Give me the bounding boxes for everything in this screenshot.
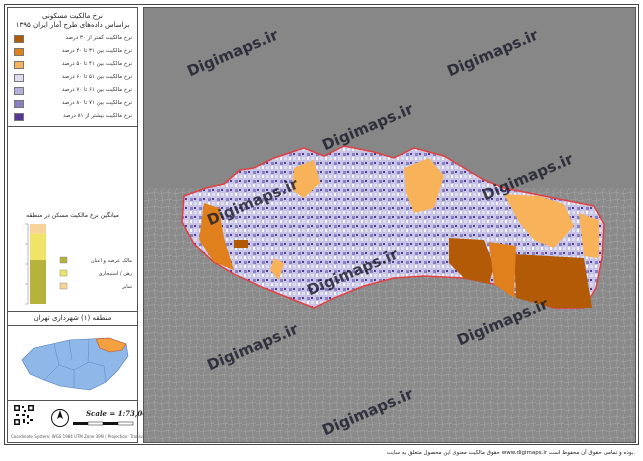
chart-legend-label: سایر xyxy=(121,284,132,290)
rent-zone xyxy=(270,258,284,280)
rent-zone xyxy=(489,242,516,298)
rent-zone xyxy=(234,240,248,248)
legend-label: نرخ مالکیت بین ۵۱ تا ۶۰ درصد xyxy=(61,74,132,80)
legend-label: نرخ مالکیت بین ۴۱ تا ۵۰ درصد xyxy=(61,61,132,67)
rent-zone xyxy=(449,238,494,284)
tehran-districts xyxy=(21,337,129,391)
divider xyxy=(8,126,137,127)
legend-swatch xyxy=(14,35,24,43)
legend-label: نرخ مالکیت بیشتر از ۸۱ درصد xyxy=(63,113,132,119)
map-frame xyxy=(4,4,639,445)
legend-item: نرخ مالکیت بین ۴۱ تا ۵۰ درصد xyxy=(12,60,135,71)
legend-swatch xyxy=(14,113,24,121)
credit-text: Coordinate System: WGS 1984 UTM Zone 39N… xyxy=(11,434,171,439)
legend-swatch xyxy=(14,48,24,56)
legend-title: نرخ مالکیت مسکونی xyxy=(42,12,103,20)
legend-item: نرخ مالکیت کمتر از ۳۰ درصد xyxy=(12,34,135,45)
chart-legend-label: رهن / استیجاری xyxy=(99,271,133,277)
legend-item: نرخ مالکیت بین ۳۱ تا ۴۰ درصد xyxy=(12,47,135,58)
scale-text: Scale = 1:73,000 xyxy=(86,409,152,418)
region-title: منطقه (۱) شهرداری تهران xyxy=(33,314,112,322)
legend-panel: نرخ مالکیت مسکونی براساس داده‌های طرح آم… xyxy=(7,7,171,443)
north-arrow-icon xyxy=(51,409,69,427)
legend-swatch xyxy=(14,74,24,82)
map-area: Digimaps.ir Digimaps.ir Digimaps.ir Digi… xyxy=(143,7,636,443)
legend-item: نرخ مالکیت بین ۶۱ تا ۷۰ درصد xyxy=(12,86,135,97)
legend-item: نرخ مالکیت بین ۷۱ تا ۸۰ درصد xyxy=(12,99,135,110)
divider xyxy=(8,325,137,326)
legend-item: نرخ مالکیت بین ۵۱ تا ۶۰ درصد xyxy=(12,73,135,84)
legend-swatch xyxy=(14,100,24,108)
chart-legend-swatch xyxy=(59,269,68,277)
chart-legend-swatch xyxy=(59,282,68,290)
qr-code xyxy=(13,404,35,426)
divider xyxy=(8,311,137,312)
rent-zone xyxy=(579,213,599,258)
legend-swatch xyxy=(14,61,24,69)
rent-zone xyxy=(292,160,320,198)
region-1-highlight xyxy=(95,337,127,353)
divider xyxy=(8,400,137,401)
map-canvas xyxy=(144,8,635,442)
legend-label: نرخ مالکیت بین ۳۱ تا ۴۰ درصد xyxy=(61,48,132,54)
bar-segment xyxy=(30,224,46,234)
legend-label: نرخ مالکیت بین ۷۱ تا ۸۰ درصد xyxy=(61,100,132,106)
tehran-inset-map xyxy=(14,330,133,396)
chart-title: میانگین نرخ مالکیت مسکن در منطقه xyxy=(26,212,119,219)
rent-zone xyxy=(404,158,444,213)
chart-legend-label: مالک عرصه و اعیان xyxy=(91,258,132,264)
ownership-bar-chart: مالک عرصه و اعیان رهن / استیجاری سایر xyxy=(25,223,133,305)
scale-bar xyxy=(73,421,134,426)
legend-swatch xyxy=(14,87,24,95)
copyright-footer: حقوق مالکیت معنوی این محصول متعلق به سای… xyxy=(386,450,635,456)
chart-legend-swatch xyxy=(59,256,68,264)
legend-label: نرخ مالکیت کمتر از ۳۰ درصد xyxy=(65,35,132,41)
rent-zone xyxy=(514,254,592,308)
legend-subtitle: براساس داده‌های طرح آمار ایران ۱۳۹۵ xyxy=(15,21,130,29)
rent-zone xyxy=(199,203,234,270)
legend-item: نرخ مالکیت بیشتر از ۸۱ درصد xyxy=(12,112,135,123)
legend-label: نرخ مالکیت بین ۶۱ تا ۷۰ درصد xyxy=(61,87,132,93)
bar-segment xyxy=(30,260,46,304)
bar-segment xyxy=(30,233,46,260)
rent-zone xyxy=(504,194,574,248)
